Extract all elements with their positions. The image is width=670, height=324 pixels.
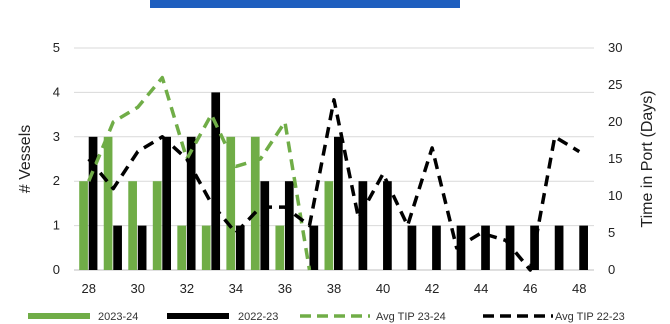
y2-tick-label: 15 xyxy=(608,151,622,166)
x-tick-label: 38 xyxy=(327,281,341,296)
bar-2022-23 xyxy=(284,181,294,270)
bar-2023-24 xyxy=(275,225,285,270)
bar-2023-24 xyxy=(128,181,137,270)
bar-2022-23 xyxy=(235,225,245,270)
bar-2023-24 xyxy=(226,136,236,270)
bar-2022-23 xyxy=(211,92,221,271)
x-tick-label: 44 xyxy=(474,281,488,296)
x-tick-label: 46 xyxy=(523,281,537,296)
legend-swatch xyxy=(28,313,90,319)
bar-2022-23 xyxy=(383,181,392,270)
x-tick-label: 42 xyxy=(425,281,439,296)
y-tick-label: 0 xyxy=(53,262,60,277)
bar-2022-23 xyxy=(113,225,122,270)
y-axis-title: # Vessels xyxy=(17,125,34,193)
bar-2023-24 xyxy=(79,181,88,270)
legend: 2023-24 2022-23 Avg TIP 23-24 Avg TIP 22-23 xyxy=(28,311,625,323)
legend-label: Avg TIP 23-24 xyxy=(376,311,446,323)
y2-tick-label: 0 xyxy=(608,262,615,277)
bar-2022-23 xyxy=(309,225,319,270)
bar-2022-23 xyxy=(358,181,368,270)
bar-2023-24 xyxy=(201,225,211,270)
bar-2022-23 xyxy=(407,225,417,270)
bar-2022-23 xyxy=(334,136,343,270)
bar-2022-23 xyxy=(456,225,466,270)
line-avg-tip-22-23 xyxy=(87,98,581,272)
y2-tick-label: 10 xyxy=(608,188,622,203)
bar-2022-23 xyxy=(88,136,98,270)
bar-2023-24 xyxy=(152,181,162,270)
x-tick-label: 34 xyxy=(229,281,243,296)
y-tick-label: 4 xyxy=(53,84,60,99)
bar-2022-23 xyxy=(432,225,441,270)
x-tick-label: 40 xyxy=(376,281,390,296)
bar-2023-24 xyxy=(324,181,334,270)
lines xyxy=(87,75,581,272)
legend-label: 2023-24 xyxy=(98,311,138,323)
y-tick-label: 1 xyxy=(53,218,60,233)
line-avg-tip-23-24 xyxy=(87,75,312,271)
bar-2022-23 xyxy=(162,136,172,270)
y-tick-label: 3 xyxy=(53,129,60,144)
x-tick-label: 48 xyxy=(572,281,586,296)
bar-2023-24 xyxy=(177,225,187,270)
y-axis-right: 0 5 10 15 20 25 30 xyxy=(608,40,622,277)
x-tick-label: 36 xyxy=(278,281,292,296)
bar-2022-23 xyxy=(186,136,196,270)
x-axis: 28 30 32 34 36 38 40 42 44 46 48 xyxy=(81,281,586,296)
bar-2023-24 xyxy=(103,136,113,270)
bar-2022-23 xyxy=(260,181,270,270)
bar-2022-23 xyxy=(137,225,147,270)
bar-2023-24 xyxy=(250,136,260,270)
y2-tick-label: 20 xyxy=(608,114,622,129)
y2-tick-label: 30 xyxy=(608,40,622,55)
y-tick-label: 2 xyxy=(53,173,60,188)
y-axis-left: 0 1 2 3 4 5 xyxy=(53,40,60,277)
legend-swatch xyxy=(167,313,229,319)
y2-axis-title: Time in Port (Days) xyxy=(639,90,656,227)
bar-2022-23 xyxy=(554,225,564,270)
clipped-title-bar xyxy=(150,0,460,8)
bar-2022-23 xyxy=(481,225,490,270)
bar-2022-23 xyxy=(579,225,588,270)
x-tick-label: 28 xyxy=(81,281,95,296)
y2-tick-label: 25 xyxy=(608,77,622,92)
legend-label: 2022-23 xyxy=(238,311,278,323)
y-tick-label: 5 xyxy=(53,40,60,55)
x-tick-label: 32 xyxy=(180,281,194,296)
legend-label: Avg TIP 22-23 xyxy=(555,311,625,323)
y2-tick-label: 5 xyxy=(608,225,615,240)
x-tick-label: 30 xyxy=(131,281,145,296)
